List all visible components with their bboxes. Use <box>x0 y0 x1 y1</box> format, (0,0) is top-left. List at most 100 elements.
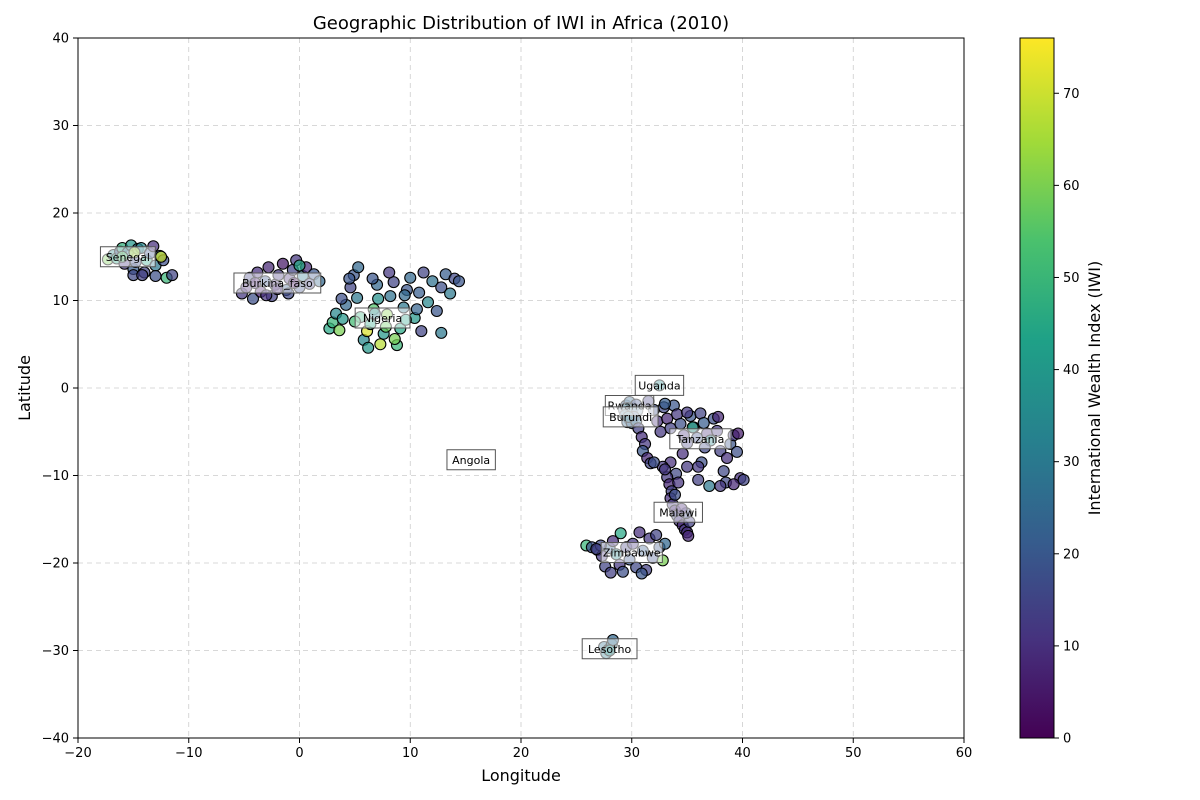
country-label-box <box>581 638 638 660</box>
colorbar-ticks: 0 10 20 30 40 50 60 70 <box>1054 87 1080 747</box>
country-label-text: Lesotho <box>588 643 631 656</box>
data-point <box>654 425 667 438</box>
colorbar-tick-label: 40 <box>1063 363 1080 378</box>
data-point <box>658 397 672 410</box>
data-point <box>720 451 734 465</box>
y-tick-label: 20 <box>52 207 69 222</box>
data-point <box>614 527 627 540</box>
colorbar-tick-label: 30 <box>1063 455 1080 470</box>
country-label-box <box>446 449 496 471</box>
country-label-text: Tanzania <box>675 433 724 446</box>
colorbar-tick-label: 50 <box>1063 271 1080 286</box>
data-point <box>658 463 672 476</box>
data-point <box>681 406 694 419</box>
data-point <box>410 303 423 316</box>
data-point <box>398 289 411 302</box>
y-tick-label: −10 <box>42 469 69 484</box>
country-label: Angola <box>446 449 496 471</box>
country-label: Lesotho <box>581 638 638 660</box>
country-label: Zimbabwe <box>600 542 663 563</box>
data-point <box>674 417 687 430</box>
country-label: Burkina_faso <box>233 272 322 294</box>
country-label-box <box>653 501 703 523</box>
country-label-text: Malawi <box>659 506 697 519</box>
country-label-text: Burkina_faso <box>242 277 313 290</box>
data-point <box>727 478 740 491</box>
data-point <box>362 341 375 354</box>
data-point <box>413 286 426 299</box>
data-points <box>101 239 750 660</box>
data-point <box>351 291 364 304</box>
data-point <box>374 338 387 351</box>
data-point <box>335 292 348 305</box>
data-point <box>676 447 689 460</box>
country-label-box <box>233 272 322 294</box>
data-point <box>452 275 466 288</box>
data-point <box>415 325 428 338</box>
data-point <box>336 312 349 325</box>
x-axis-label: Longitude <box>481 766 561 785</box>
data-point <box>333 324 346 337</box>
country-label-box <box>634 374 685 396</box>
data-point <box>668 488 681 501</box>
data-point <box>590 542 603 556</box>
data-point <box>426 275 439 288</box>
x-axis: −20 −10 0 10 20 30 40 50 60 <box>64 738 972 761</box>
data-point <box>714 479 727 493</box>
data-point <box>697 416 710 430</box>
data-point <box>149 269 162 283</box>
y-tick-label: −20 <box>42 557 69 572</box>
data-point <box>166 269 179 282</box>
country-label-text: Angola <box>452 454 490 467</box>
y-axis: −40 −30 −20 −10 0 10 20 30 40 <box>42 32 78 747</box>
data-point <box>136 269 149 282</box>
y-axis-label: Latitude <box>15 355 34 421</box>
data-point <box>647 456 660 469</box>
x-tick-label: −10 <box>175 746 202 761</box>
x-tick-label: −20 <box>64 746 91 761</box>
grid-lines <box>77 37 965 739</box>
data-point <box>635 567 648 580</box>
data-point <box>650 528 663 542</box>
x-tick-label: 60 <box>956 746 973 761</box>
data-point <box>692 473 705 486</box>
y-tick-label: −40 <box>42 732 69 747</box>
x-tick-label: 30 <box>623 746 640 761</box>
country-label-box <box>354 307 411 329</box>
colorbar <box>1019 37 1055 739</box>
y-tick-label: −30 <box>42 644 69 659</box>
country-label-text: Nigeria <box>363 312 402 325</box>
data-point <box>604 566 617 579</box>
data-point <box>384 290 397 303</box>
x-tick-label: 0 <box>295 746 303 761</box>
country-labels: SenegalBurkina_fasoNigeriaUgandaRwandaBu… <box>99 246 732 660</box>
country-label-box <box>669 428 732 450</box>
data-point <box>672 476 685 489</box>
country-label: Uganda <box>634 374 685 396</box>
colorbar-label: International Wealth Index (IWI) <box>1085 261 1104 516</box>
data-point <box>276 257 289 270</box>
data-point <box>633 526 646 539</box>
data-point <box>343 272 356 285</box>
data-point <box>717 465 730 478</box>
country-label-text: Zimbabwe <box>603 547 661 560</box>
data-point <box>732 427 745 440</box>
colorbar-tick-label: 70 <box>1063 87 1080 102</box>
data-point <box>616 565 629 578</box>
data-point <box>352 261 365 274</box>
colorbar-tick-label: 20 <box>1063 547 1080 562</box>
data-point <box>388 332 401 346</box>
country-label: Tanzania <box>669 428 732 450</box>
colorbar-tick-label: 10 <box>1063 639 1080 654</box>
data-point <box>293 259 306 272</box>
y-tick-label: 10 <box>52 294 69 309</box>
x-tick-label: 10 <box>402 746 419 761</box>
country-label-box <box>602 406 659 428</box>
data-point <box>262 261 275 274</box>
data-point <box>404 271 417 284</box>
data-point <box>737 473 750 486</box>
data-point <box>372 292 385 305</box>
country-label-text: Senegal <box>106 251 150 264</box>
country-label: Nigeria <box>354 307 411 329</box>
